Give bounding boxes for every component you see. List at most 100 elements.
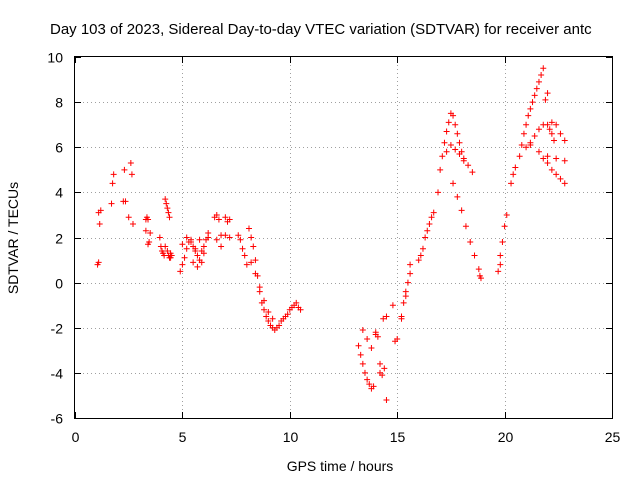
data-point: [544, 90, 551, 97]
data-point: [439, 153, 446, 160]
data-point: [495, 268, 502, 275]
data-point: [370, 383, 377, 390]
data-point: [540, 155, 547, 162]
data-point: [128, 171, 135, 178]
data-point: [445, 119, 452, 126]
data-point: [499, 239, 506, 246]
data-point: [366, 381, 373, 388]
data-point: [454, 130, 461, 137]
data-point: [243, 261, 250, 268]
data-point: [548, 119, 555, 126]
data-point: [164, 248, 171, 255]
data-point: [426, 220, 433, 227]
data-point: [551, 137, 558, 144]
data-point: [205, 234, 212, 241]
data-point: [407, 261, 414, 268]
data-point: [533, 85, 540, 92]
data-point: [261, 306, 268, 313]
data-point: [293, 299, 300, 306]
data-point: [503, 211, 510, 218]
data-point: [198, 248, 205, 255]
data-point: [215, 216, 222, 223]
data-point: [196, 236, 203, 243]
data-point: [222, 214, 229, 221]
data-point: [460, 155, 467, 162]
data-point: [452, 121, 459, 128]
x-tick-label: 20: [498, 429, 514, 445]
data-points: [94, 65, 568, 403]
data-point: [553, 121, 560, 128]
data-point: [190, 259, 197, 266]
data-point: [544, 153, 551, 160]
data-point: [497, 261, 504, 268]
data-point: [359, 327, 366, 334]
data-point: [548, 166, 555, 173]
data-point: [269, 315, 276, 322]
data-point: [226, 234, 233, 241]
data-point: [527, 105, 534, 112]
data-point: [198, 259, 205, 266]
data-point: [364, 376, 371, 383]
data-point: [394, 336, 401, 343]
data-point: [261, 297, 268, 304]
data-point: [381, 365, 388, 372]
data-point: [96, 220, 103, 227]
data-point: [129, 220, 136, 227]
data-point: [437, 166, 444, 173]
data-point: [383, 396, 390, 403]
data-point: [248, 259, 255, 266]
data-point: [424, 227, 431, 234]
data-point: [284, 311, 291, 318]
y-tick-label: 6: [55, 140, 63, 156]
x-tick-label: 5: [179, 429, 187, 445]
data-point: [97, 207, 104, 214]
data-point: [553, 171, 560, 178]
data-point: [163, 200, 170, 207]
data-point: [422, 234, 429, 241]
plot-frame: [74, 56, 613, 419]
data-point: [527, 141, 534, 148]
data-point: [404, 279, 411, 286]
data-point: [456, 139, 463, 146]
y-tick-label: -2: [51, 321, 64, 337]
data-point: [177, 268, 184, 275]
data-point: [183, 245, 190, 252]
data-point: [398, 315, 405, 322]
data-point: [443, 128, 450, 135]
data-point: [458, 207, 465, 214]
data-point: [248, 234, 255, 241]
data-point: [508, 180, 515, 187]
data-point: [179, 261, 186, 268]
data-point: [364, 336, 371, 343]
data-point: [561, 137, 568, 144]
data-point: [389, 302, 396, 309]
data-point: [538, 72, 545, 79]
data-point: [452, 146, 459, 153]
data-point: [380, 315, 387, 322]
data-point: [469, 169, 476, 176]
data-point: [450, 112, 457, 119]
data-point: [520, 130, 527, 137]
data-point: [265, 317, 272, 324]
data-point: [561, 157, 568, 164]
x-tick-label: 25: [605, 429, 621, 445]
data-point: [516, 153, 523, 160]
data-point: [166, 214, 173, 221]
data-point: [109, 180, 116, 187]
data-point: [512, 164, 519, 171]
data-point: [529, 99, 536, 106]
x-tick-label: 0: [72, 429, 80, 445]
data-point: [465, 162, 472, 169]
data-point: [477, 275, 484, 282]
data-point: [497, 252, 504, 259]
data-point: [213, 236, 220, 243]
data-point: [544, 121, 551, 128]
data-point: [192, 245, 199, 252]
data-point: [523, 144, 530, 151]
data-point: [462, 223, 469, 230]
data-point: [146, 239, 153, 246]
data-point: [525, 112, 532, 119]
data-point: [419, 245, 426, 252]
data-point: [95, 259, 102, 266]
